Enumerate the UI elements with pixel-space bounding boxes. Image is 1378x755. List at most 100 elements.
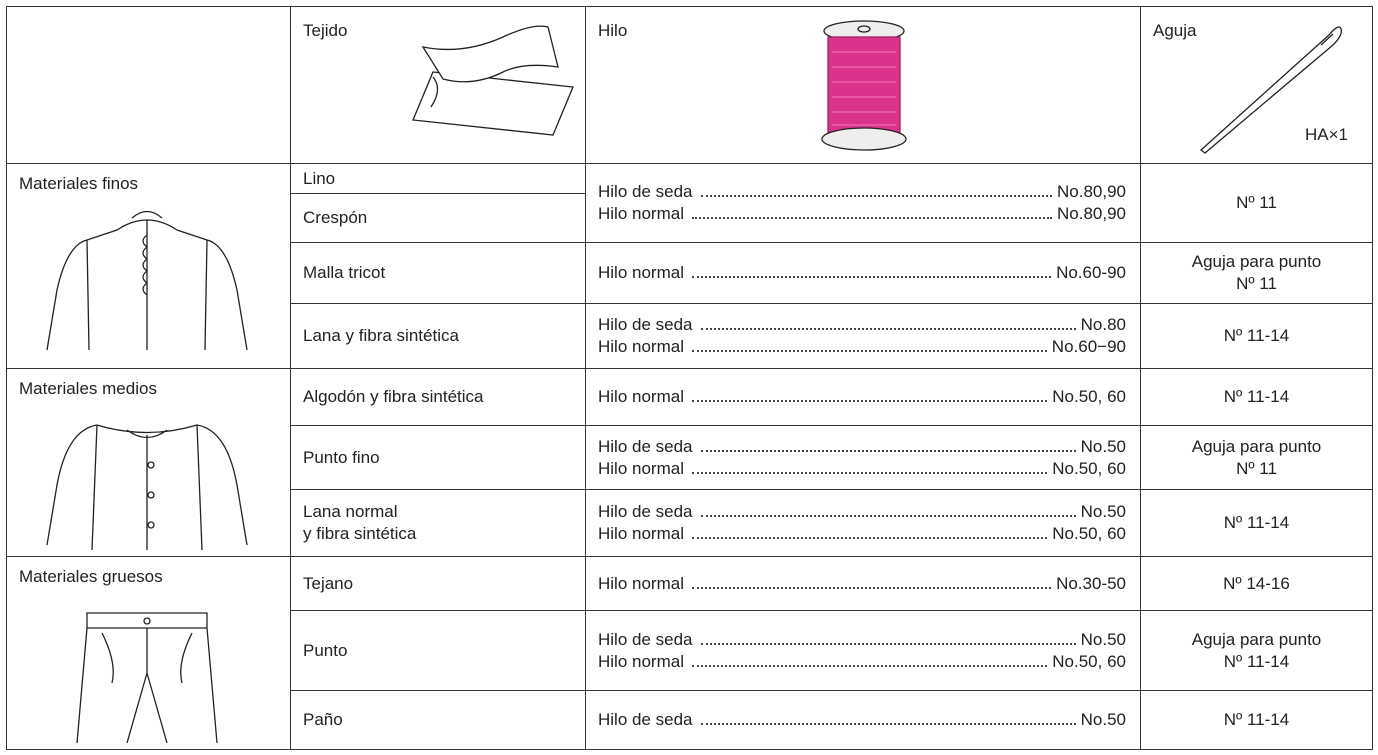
needle-cell: Aguja para punto Nº 11 (1140, 242, 1373, 304)
dot-leader (691, 350, 1047, 352)
thread-type: Hilo de seda (598, 182, 693, 201)
needle-cell: Aguja para punto Nº 11-14 (1140, 610, 1373, 691)
table-row: Materiales medios Algodón y fibra sintéti… (6, 368, 1373, 557)
needle-size: Nº 11-14 (1223, 387, 1290, 406)
spool-icon (821, 20, 907, 151)
thread-type: Hilo normal (598, 524, 684, 543)
jacket-illustration (46, 424, 248, 551)
thread-line: Hilo de seda No.50 (598, 436, 1126, 458)
fabric-name: Crespón (303, 208, 368, 227)
thread-number: No.80,90 (1057, 204, 1126, 223)
needle-icon (1199, 26, 1342, 154)
header-empty (6, 6, 291, 164)
table-row: Lana normal y fibra sintética Hilo de seda… (7, 489, 1373, 557)
fabric-cell: Malla tricot (290, 242, 586, 304)
thread-line: Hilo normal No.80,90 (598, 203, 1126, 225)
table-row: Paño Hilo de seda No.50 Nº 11-14 (7, 690, 1373, 750)
fabric-cell: Tejano (290, 556, 586, 611)
header-cell: Aguja HA×1 (1140, 6, 1373, 164)
needle-cell: Nº 11-14 (1140, 303, 1373, 369)
dot-leader (691, 471, 1048, 474)
dot-leader (700, 642, 1076, 645)
blouse-illustration (46, 210, 248, 351)
thread-type: Hilo normal (598, 263, 684, 282)
needle-size: Aguja para punto (1191, 436, 1322, 456)
thread-line: Hilo normal No.50, 60 (598, 386, 1126, 408)
materials-table: Tejido Hilo Aguja HA×1 Materiales finos L… (6, 6, 1373, 750)
group-cell: Materiales gruesos (6, 556, 291, 750)
thread-number: No.50 (1080, 710, 1126, 729)
dot-leader (691, 537, 1048, 539)
needle-size: Nº 11-14 (1223, 326, 1290, 345)
thread-number: No.50 (1080, 436, 1126, 456)
needle-cell: Nº 14-16 (1140, 556, 1373, 611)
thread-line: Hilo normal No.30-50 (598, 573, 1126, 595)
thread-type: Hilo normal (598, 458, 684, 478)
dot-leader (691, 276, 1052, 278)
needle-size: Nº 11 (1236, 274, 1277, 293)
thread-cell: Hilo normal No.60-90 (585, 242, 1141, 304)
thread-type: Hilo de seda (598, 629, 693, 649)
group-cell: Materiales medios (6, 368, 291, 557)
thread-cell: Hilo normal No.30-50 (585, 556, 1141, 611)
header-row: Tejido Hilo Aguja HA×1 (6, 6, 1373, 164)
dot-leader (691, 664, 1048, 667)
fabric-name: Punto fino (303, 447, 380, 467)
fabric-name: Malla tricot (303, 263, 386, 282)
thread-type: Hilo normal (598, 387, 684, 406)
needle-size: Nº 11-14 (1223, 710, 1290, 729)
needle-cell: Aguja para punto Nº 11 (1140, 425, 1373, 490)
fabric-name: Lana y fibra sintética (303, 326, 459, 345)
dot-leader (691, 400, 1048, 402)
needle-label: HA×1 (1305, 125, 1348, 144)
needle-size: Nº 11 (1236, 458, 1277, 478)
dot-leader (700, 449, 1076, 452)
header-text: Aguja (1153, 21, 1197, 40)
fabric-cell: Lana normal y fibra sintética (290, 489, 586, 557)
thread-cell: Hilo de seda No.80 Hilo normal No.60−90 (585, 303, 1141, 369)
header-cell: Hilo (585, 6, 1141, 164)
fabric-name: Lana normal (303, 502, 398, 521)
fabric-name: y fibra sintética (303, 524, 417, 543)
needle-cell: Nº 11-14 (1140, 690, 1373, 750)
thread-type: Hilo normal (598, 573, 684, 593)
needle-size: Nº 11-14 (1223, 651, 1290, 671)
thread-line: Hilo normal No.50, 60 (598, 458, 1126, 480)
dot-leader (691, 586, 1052, 589)
fabric-cell: Lana y fibra sintética (290, 303, 586, 369)
thread-number: No.50, 60 (1052, 651, 1126, 671)
group-cell: Materiales finos (6, 163, 291, 369)
thread-number: No.30-50 (1056, 573, 1126, 593)
thread-cell: Hilo normal No.50, 60 (585, 368, 1141, 426)
dot-leader (700, 723, 1076, 725)
dot-leader (700, 328, 1076, 330)
table-row: Punto Hilo de seda No.50 Hilo normal No.50, … (7, 610, 1373, 691)
needle-cell: Nº 11 (1140, 163, 1373, 243)
needle-size: Aguja para punto (1191, 629, 1322, 649)
thread-number: No.50 (1080, 502, 1126, 521)
fabric-cell: Paño (290, 690, 586, 750)
needle-size: Nº 14-16 (1223, 573, 1290, 593)
needle-size: Nº 11-14 (1223, 513, 1290, 532)
thread-type: Hilo de seda (598, 502, 693, 521)
table-row: Lana y fibra sintética Hilo de seda No.80 H… (7, 303, 1373, 369)
fabric-name: Tejano (303, 573, 354, 593)
thread-line: Hilo de seda No.80,90 (598, 181, 1126, 203)
header-text: Hilo (598, 21, 628, 40)
table-row: Punto fino Hilo de seda No.50 Hilo normal No… (7, 425, 1373, 490)
thread-line: Hilo normal No.60−90 (598, 336, 1126, 358)
table-row: Materiales finos Lino Hilo de seda No.80,90… (6, 163, 1373, 369)
fabric-cell: Crespón (290, 193, 586, 243)
dot-leader (700, 195, 1052, 197)
thread-cell: Hilo de seda No.50 Hilo normal No.50, 60 (585, 489, 1141, 557)
needle-size: Aguja para punto (1191, 252, 1322, 271)
thread-type: Hilo de seda (598, 315, 693, 334)
thread-type: Hilo de seda (598, 436, 693, 456)
table-row: Materiales gruesos Tejano Hilo normal No.30… (6, 556, 1373, 750)
thread-number: No.50, 60 (1052, 387, 1126, 406)
thread-number: No.50 (1080, 629, 1126, 649)
thread-line: Hilo normal No.60-90 (598, 262, 1126, 284)
thread-number: No.50, 60 (1052, 458, 1126, 478)
group-name: Materiales medios (19, 379, 157, 398)
